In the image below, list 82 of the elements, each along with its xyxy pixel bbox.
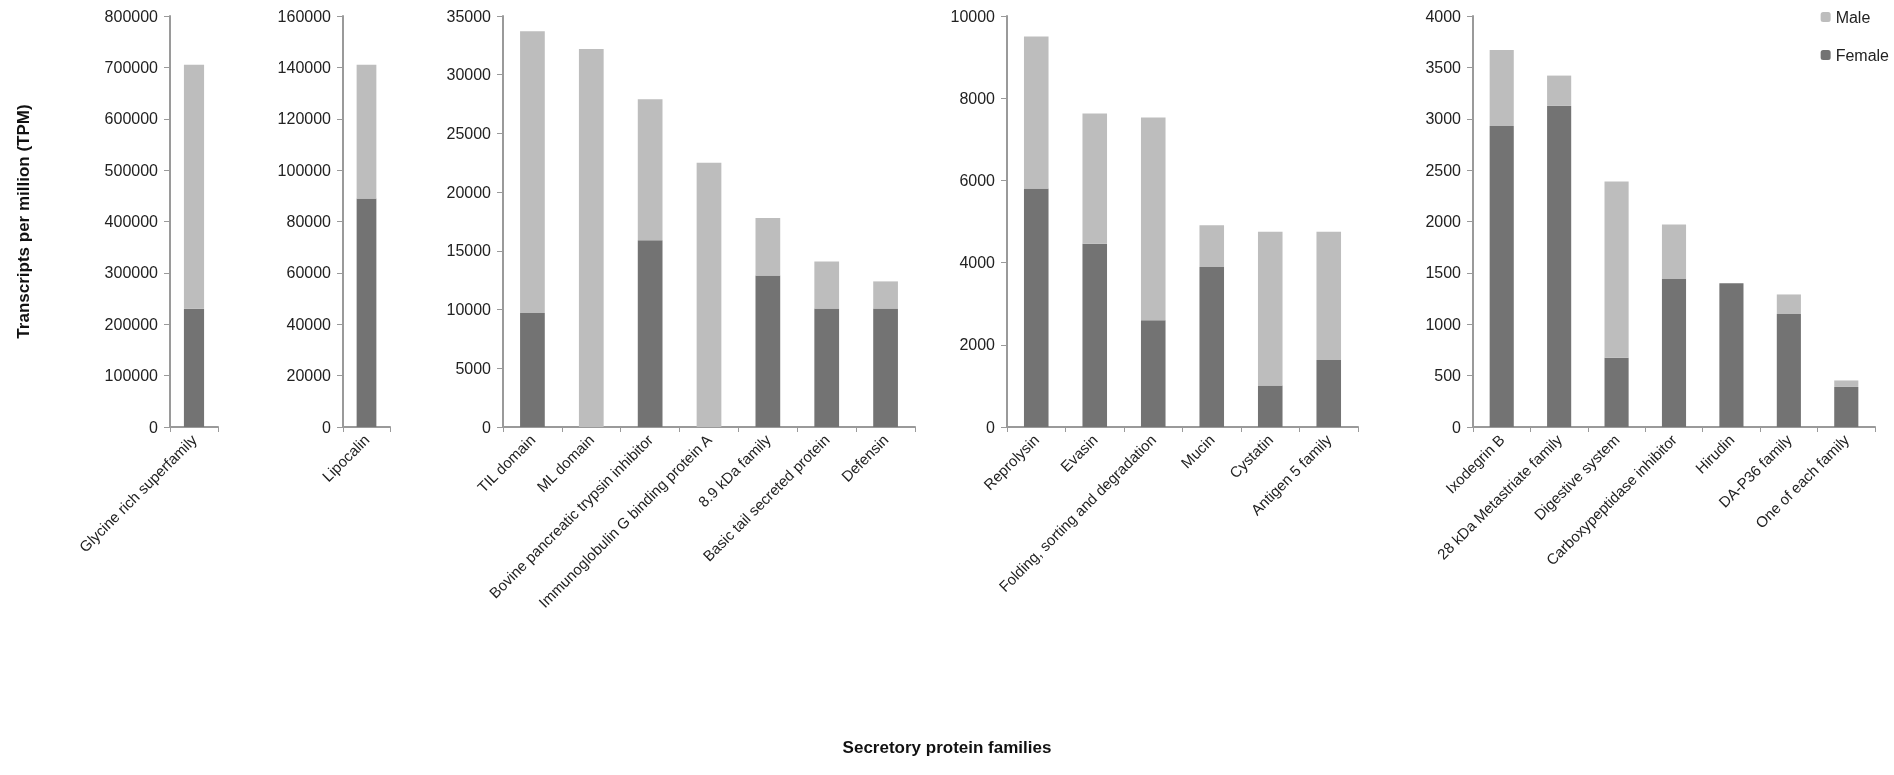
y-tick-label: 0 — [322, 418, 332, 436]
y-tick-label: 2000 — [1425, 213, 1462, 230]
bar — [1316, 360, 1342, 427]
y-tick-label: 300000 — [104, 264, 159, 282]
bar — [1834, 380, 1859, 387]
y-tick-label: 1500 — [1425, 264, 1462, 282]
y-tick-label: 600000 — [104, 110, 159, 128]
bar — [873, 281, 898, 309]
bar — [1604, 181, 1629, 358]
bar — [814, 308, 840, 427]
y-tick-label: 15000 — [446, 242, 492, 260]
bar — [1547, 75, 1572, 106]
y-tick-label: 400000 — [104, 213, 159, 230]
y-tick-label: 60000 — [286, 264, 332, 282]
y-tick-label: 5000 — [455, 359, 492, 377]
y-tick-label: 80000 — [286, 213, 332, 230]
bar — [1776, 313, 1801, 427]
bar — [1661, 224, 1687, 280]
y-tick-label: 10000 — [446, 301, 492, 319]
bar — [1604, 357, 1629, 427]
bar — [696, 162, 722, 427]
bar — [1140, 320, 1166, 427]
bar — [1776, 294, 1801, 314]
bar — [1661, 279, 1687, 427]
x-axis-title: Secretory protein families — [841, 738, 1053, 758]
legend-label: Female — [1835, 46, 1890, 64]
y-tick-label: 700000 — [104, 58, 159, 76]
y-tick-label: 0 — [986, 418, 996, 436]
y-tick-label: 3000 — [1425, 110, 1462, 128]
bar — [1719, 283, 1744, 427]
y-tick-label: 0 — [149, 418, 159, 436]
y-tick-label: 500000 — [104, 161, 159, 179]
y-tick-label: 3500 — [1425, 58, 1462, 76]
y-tick-label: 0 — [482, 418, 492, 436]
bar — [578, 48, 604, 427]
y-tick-label: 4000 — [959, 254, 996, 272]
bar — [1082, 243, 1108, 427]
y-tick-label: 120000 — [277, 110, 332, 128]
bar — [1023, 188, 1049, 427]
bar — [1140, 117, 1166, 321]
bar — [1199, 267, 1225, 427]
bar — [1023, 36, 1049, 189]
y-axis-title: Transcripts per million (TPM) — [14, 104, 33, 339]
bar — [520, 31, 545, 314]
y-tick-label: 140000 — [277, 58, 332, 76]
y-tick-label: 100000 — [277, 161, 332, 179]
bar — [637, 99, 663, 241]
y-tick-label: 1000 — [1425, 315, 1462, 333]
y-tick-label: 6000 — [959, 171, 996, 189]
y-tick-label: 30000 — [446, 66, 492, 84]
y-tick-label: 35000 — [446, 7, 492, 25]
y-tick-label: 2000 — [959, 336, 996, 354]
bar — [1257, 385, 1283, 427]
y-tick-label: 200000 — [104, 315, 159, 333]
y-tick-label: 160000 — [277, 7, 332, 25]
bar — [1199, 225, 1225, 268]
y-tick-label: 800000 — [104, 7, 159, 25]
bar — [1489, 49, 1514, 126]
bar — [755, 275, 781, 427]
bar — [637, 240, 663, 427]
y-tick-label: 10000 — [950, 7, 996, 25]
bar — [1547, 105, 1572, 427]
y-tick-label: 8000 — [959, 89, 996, 107]
bar — [1834, 386, 1859, 427]
bar — [520, 313, 545, 427]
y-tick-label: 0 — [1452, 418, 1462, 436]
y-tick-label: 25000 — [446, 124, 492, 142]
bar — [1316, 231, 1342, 361]
bar — [755, 217, 781, 276]
bar — [873, 308, 898, 427]
bar — [1082, 113, 1108, 244]
y-tick-label: 20000 — [286, 367, 332, 385]
y-tick-label: 20000 — [446, 183, 492, 201]
bar — [814, 261, 840, 309]
y-tick-label: 500 — [1434, 367, 1462, 385]
y-tick-label: 2500 — [1425, 161, 1462, 179]
y-tick-label: 100000 — [104, 367, 159, 385]
legend-label: Male — [1835, 8, 1871, 26]
y-tick-label: 40000 — [286, 315, 332, 333]
bar — [1489, 125, 1514, 427]
bar — [1257, 231, 1283, 386]
y-tick-label: 4000 — [1425, 7, 1462, 25]
